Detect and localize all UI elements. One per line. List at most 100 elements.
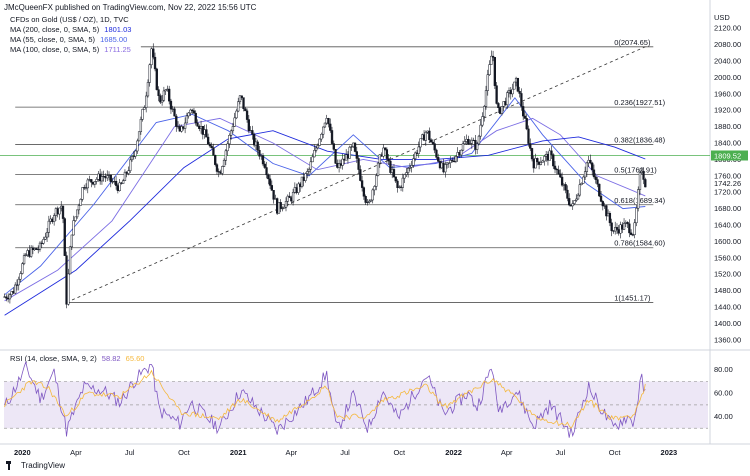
rsi-ma-line — [4, 369, 646, 429]
candle-body — [470, 139, 473, 144]
footer-brand: TradingView — [21, 461, 66, 470]
candle-body — [550, 150, 553, 155]
candle-body — [322, 126, 325, 135]
candle-body — [552, 154, 555, 167]
candle-body — [511, 88, 514, 95]
candle-body — [433, 143, 436, 151]
candle-body — [541, 160, 544, 163]
candle-body — [483, 106, 486, 117]
candle-body — [389, 160, 392, 173]
candle-body — [539, 162, 543, 165]
candle-body — [638, 172, 642, 190]
candle-body — [355, 151, 358, 159]
candle-body — [548, 150, 551, 161]
candle-body — [410, 165, 413, 168]
candle-body — [484, 90, 488, 107]
candle-body — [141, 109, 144, 120]
candle-body — [106, 175, 109, 179]
candle-body — [284, 201, 288, 208]
candle-body — [5, 296, 8, 299]
legend-ma200-value: 1801.03 — [104, 25, 132, 34]
candle-body — [592, 169, 596, 178]
candle-body — [525, 118, 528, 130]
y-tick-label: 1600.00 — [714, 237, 741, 246]
candle-body — [314, 147, 318, 151]
legend-title: CFDs on Gold (US$ / OZ), 1D, TVC — [10, 15, 129, 24]
candle-body — [371, 189, 374, 201]
footer[interactable]: TradingView — [6, 461, 65, 470]
candle-body — [553, 165, 557, 170]
candle-body — [394, 176, 397, 182]
y-tick-label: 1640.00 — [714, 221, 741, 230]
candle-body — [320, 133, 323, 140]
candle-body — [297, 183, 300, 193]
x-tick-label: Oct — [178, 448, 191, 457]
candle-body — [449, 160, 452, 164]
candle-body — [341, 158, 344, 166]
candle-body — [481, 116, 484, 126]
candle-body — [215, 164, 219, 172]
candle-body — [233, 117, 236, 127]
candle-body — [67, 273, 70, 305]
y-tick-label: 1720.00 — [714, 188, 741, 197]
rsi-legend-ma-value: 65.60 — [125, 354, 145, 363]
legend-ma200[interactable]: MA (200, close, 0, SMA, 5) 1801.03 — [10, 25, 131, 35]
candle-body — [155, 68, 158, 90]
candle-body — [615, 227, 619, 230]
candle-body — [44, 236, 47, 240]
candle-body — [72, 220, 75, 236]
candle-body — [477, 135, 481, 145]
candle-body — [63, 218, 66, 256]
legend-ma55[interactable]: MA (55, close, 0, SMA, 5) 1685.00 — [10, 35, 131, 45]
candle-body — [566, 189, 569, 199]
axes-layer: USD 1360.00 1400.00 1440.00 1480.00 1520.00 15… — [14, 13, 748, 457]
candle-body — [196, 122, 199, 127]
candle-body — [24, 254, 27, 256]
candle-body — [189, 109, 192, 114]
candle-body — [61, 205, 65, 219]
candle-body — [38, 242, 42, 250]
candle-body — [564, 184, 567, 191]
candle-body — [463, 141, 466, 145]
candle-body — [396, 180, 399, 188]
candle-body — [228, 135, 231, 145]
candle-body — [242, 97, 245, 109]
candle-body — [633, 222, 636, 235]
rsi-legend[interactable]: RSI (14, close, SMA, 9, 2) 58.82 65.60 — [10, 354, 144, 363]
candle-body — [591, 162, 594, 171]
candle-body — [642, 170, 645, 180]
candle-body — [247, 119, 250, 131]
candle-body — [594, 176, 597, 180]
candle-body — [306, 171, 309, 174]
candle-body — [313, 150, 316, 158]
candle-body — [578, 184, 581, 196]
candle-body — [162, 90, 166, 101]
y-tick-label: 2000.00 — [714, 73, 741, 82]
candle-body — [79, 199, 82, 206]
candle-body — [130, 156, 134, 161]
candle-body — [486, 74, 489, 91]
legend-ma100[interactable]: MA (100, close, 0, SMA, 5) 1711.25 — [10, 45, 131, 55]
candle-body — [74, 216, 77, 221]
candle-body — [159, 95, 162, 103]
candle-body — [58, 207, 61, 215]
candle-body — [206, 136, 210, 145]
candle-body — [118, 182, 121, 192]
rsi-y-tick-label: 80.00 — [714, 365, 733, 374]
candle-body — [419, 138, 422, 148]
candle-body — [291, 192, 295, 202]
x-tick-label: Jul — [125, 448, 135, 457]
candle-body — [169, 100, 173, 110]
candle-body — [187, 112, 190, 117]
candle-body — [157, 89, 160, 96]
candle-body — [330, 130, 334, 144]
candle-body — [637, 189, 640, 209]
candle-body — [123, 171, 127, 181]
candle-body — [139, 119, 143, 132]
candle-body — [414, 152, 417, 159]
candle-body — [495, 85, 498, 104]
candle-body — [488, 64, 491, 75]
candle-body — [307, 168, 311, 172]
candle-body — [529, 143, 532, 149]
